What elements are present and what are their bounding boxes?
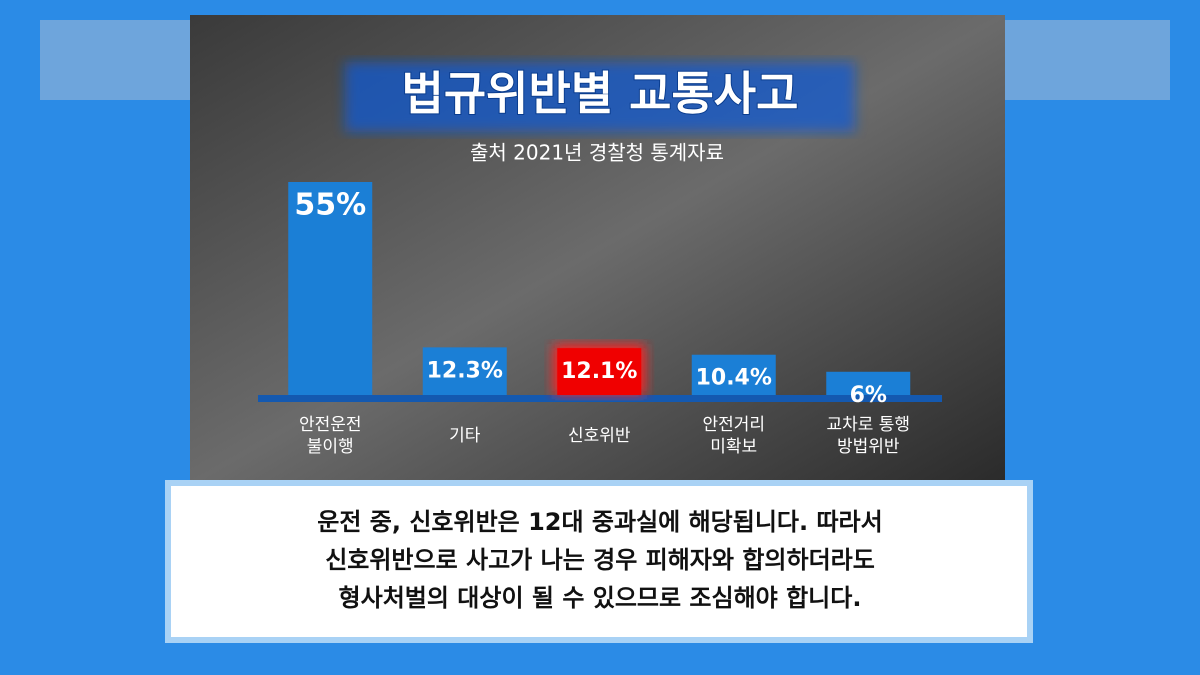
value-label: 10.4%	[696, 366, 772, 391]
x-tick-label: 안전운전	[299, 415, 362, 435]
blur-block	[1000, 20, 1170, 100]
value-label: 55%	[294, 188, 366, 223]
value-label: 12.1%	[561, 359, 637, 384]
bar	[691, 354, 776, 395]
title-glow	[345, 62, 855, 132]
x-tick-label: 안전거리	[702, 415, 765, 435]
x-tick-label: 불이행	[307, 437, 354, 457]
x-tick-label: 신호위반	[568, 426, 631, 446]
bar	[288, 182, 373, 395]
x-tick-label: 기타	[449, 426, 481, 446]
x-tick-label: 미확보	[710, 437, 757, 457]
x-tick-label: 교차로 통행	[826, 415, 910, 435]
chart-title: 법규위반별 교통사고	[402, 67, 799, 121]
value-label: 12.3%	[427, 358, 503, 383]
caption-box	[165, 480, 1033, 643]
caption-line: 형사처벌의 대상이 될 수 있으므로 조심해야 합니다.	[339, 584, 862, 612]
bar	[422, 347, 507, 395]
bar	[557, 348, 642, 395]
chart-subtitle: 출처 2021년 경찰청 통계자료	[470, 141, 724, 165]
x-tick-label: 방법위반	[837, 437, 900, 457]
baseline	[258, 395, 942, 402]
value-label: 6%	[850, 383, 887, 408]
caption-line: 운전 중, 신호위반은 12대 중과실에 해당됩니다. 따라서	[317, 508, 882, 536]
bar	[826, 371, 911, 395]
caption-line: 신호위반으로 사고가 나는 경우 피해자와 합의하더라도	[325, 546, 875, 574]
